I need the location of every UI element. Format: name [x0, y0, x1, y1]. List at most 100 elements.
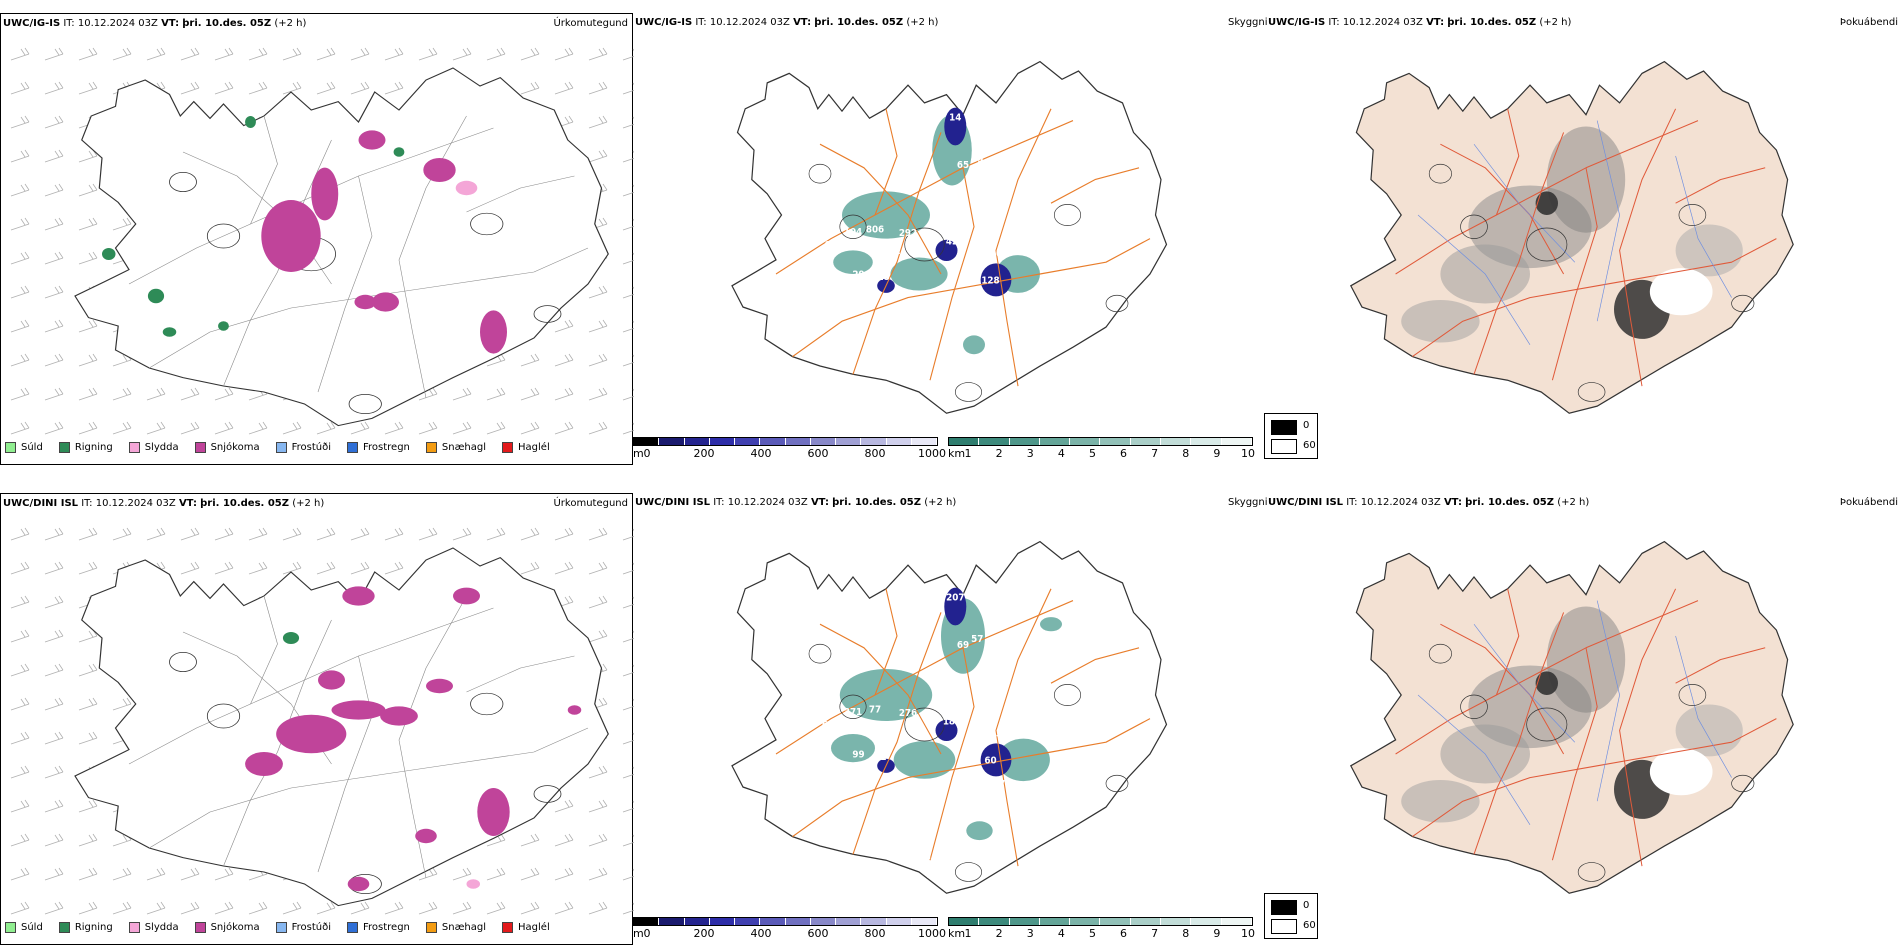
glacier-outline	[1577, 862, 1606, 882]
cloud-legend: 0 60	[1264, 893, 1318, 939]
precip-title: Úrkomutegund	[553, 18, 628, 29]
road-line	[1619, 108, 1677, 387]
glacier-outline	[470, 212, 504, 236]
cloud-legend-black	[1271, 420, 1297, 435]
lead-time: (+2 h)	[924, 497, 957, 508]
it-label: IT:	[695, 17, 707, 28]
colorbar-tick: 800	[864, 447, 886, 460]
road-line	[149, 247, 589, 369]
visibility-colorbar: km 1 2 3 4 5 6 7 8 9 10	[948, 917, 1255, 943]
glacier-outline	[533, 305, 562, 323]
cloud-base-label: 33	[979, 196, 991, 206]
glacier-outline	[904, 227, 945, 262]
glacier-outline	[904, 707, 945, 742]
colorbar-tick: 7	[1151, 927, 1159, 940]
precip-area-snow	[245, 752, 283, 776]
cloud-base-label: 14	[949, 113, 961, 123]
it-label: IT:	[713, 497, 725, 508]
it-label: IT:	[81, 498, 93, 509]
fog-index-area	[1546, 126, 1626, 233]
model-name: UWC/DINI ISL	[1268, 497, 1344, 508]
cloud-base-label: 292	[899, 229, 917, 239]
legend-swatch	[347, 442, 358, 453]
clear-area	[1649, 268, 1713, 316]
legend-swatch	[58, 922, 70, 933]
legend-swatch	[425, 442, 437, 453]
legend-label: Rigning	[74, 442, 113, 453]
precip-area-rain	[245, 116, 256, 128]
cloud-base-label: 188	[943, 717, 961, 727]
precip-area-snow	[380, 706, 418, 726]
legend-item: Frostúði	[275, 922, 331, 933]
cloud-base-label: 65	[957, 161, 969, 171]
legend-swatch	[275, 922, 287, 933]
fog-index-area	[1535, 191, 1558, 216]
low-visibility-area	[833, 250, 873, 274]
glacier-outline	[470, 692, 504, 716]
cloud-base-label: 29	[852, 270, 864, 280]
fog-index-area	[1401, 779, 1480, 823]
cloud-base-label: 99	[852, 750, 864, 760]
glacier-outline	[1678, 684, 1707, 706]
legend-item: Rigning	[58, 922, 113, 933]
clear-area	[1649, 748, 1713, 796]
colorbar-tick: 10	[1241, 927, 1255, 940]
legend-item: Frostúði	[275, 442, 331, 453]
fog-index-area	[1535, 671, 1558, 695]
legend-item: Snæhagl	[425, 442, 486, 453]
precip-area-sleet	[455, 180, 478, 196]
road-line	[852, 612, 942, 855]
road-line	[317, 655, 373, 873]
legend-label: Snæhagl	[441, 922, 487, 933]
it-label: IT:	[63, 18, 75, 29]
visibility-title: Skyggni	[1228, 17, 1268, 28]
road-line	[874, 588, 898, 696]
colorbar-tick: 10	[1241, 447, 1255, 460]
cloud-base-label: 50	[990, 249, 1002, 259]
model-name: UWC/DINI ISL	[635, 497, 711, 508]
glacier-outline	[533, 785, 562, 803]
glacier-outline	[206, 703, 241, 729]
river-line	[1596, 120, 1620, 322]
cloud-base-area	[980, 743, 1012, 777]
cloud-base-label: 70	[1067, 797, 1079, 807]
cloud-base-label: 66	[929, 391, 941, 401]
legend-swatch	[58, 442, 70, 453]
road-line	[1495, 588, 1520, 696]
legend-item: Súld	[5, 922, 43, 933]
road-line	[466, 175, 575, 213]
cloud-base-label: 77	[869, 705, 881, 715]
it-value: 10.12.2024 03Z	[1360, 497, 1441, 508]
vt-label: VT:	[178, 498, 197, 509]
glacier-outline	[1678, 204, 1707, 226]
cloud-legend-bottom: 60	[1303, 440, 1316, 451]
legend-swatch	[502, 442, 514, 453]
legend-item: Snæhagl	[425, 922, 487, 933]
cloud-base-label: 247	[987, 780, 1005, 790]
fog-map	[1349, 60, 1794, 414]
fog-title: Þokuábendi	[1839, 497, 1898, 508]
cloud-base-label: 128	[981, 276, 999, 286]
precip-area-snow	[477, 788, 510, 836]
colorbar-tick: 400	[750, 927, 772, 940]
road-line	[1412, 718, 1777, 838]
cloud-base-label: 276	[899, 709, 917, 719]
glacier-outline	[169, 652, 197, 672]
colorbar-tick: 8	[1182, 927, 1190, 940]
precip-area-rain	[282, 632, 300, 644]
low-visibility-area	[966, 821, 993, 841]
colorbar-tick: 200	[693, 927, 715, 940]
precip-area-rain	[218, 321, 229, 331]
precip-area-snow	[261, 200, 321, 272]
cloud-base-label: 64	[918, 853, 930, 863]
colorbar-tick: 6	[1120, 927, 1128, 940]
colorbar-tick: 1000	[918, 927, 946, 940]
low-visibility-area	[893, 741, 956, 779]
cloud-base-label: 57	[971, 635, 983, 645]
legend-item: Snjókoma	[194, 442, 260, 453]
panel-header: UWC/DINI ISL IT: 10.12.2024 03Z VT: þri.…	[3, 498, 324, 509]
low-visibility-area	[839, 669, 933, 721]
road-line	[466, 655, 575, 693]
legend-swatch	[502, 922, 514, 933]
